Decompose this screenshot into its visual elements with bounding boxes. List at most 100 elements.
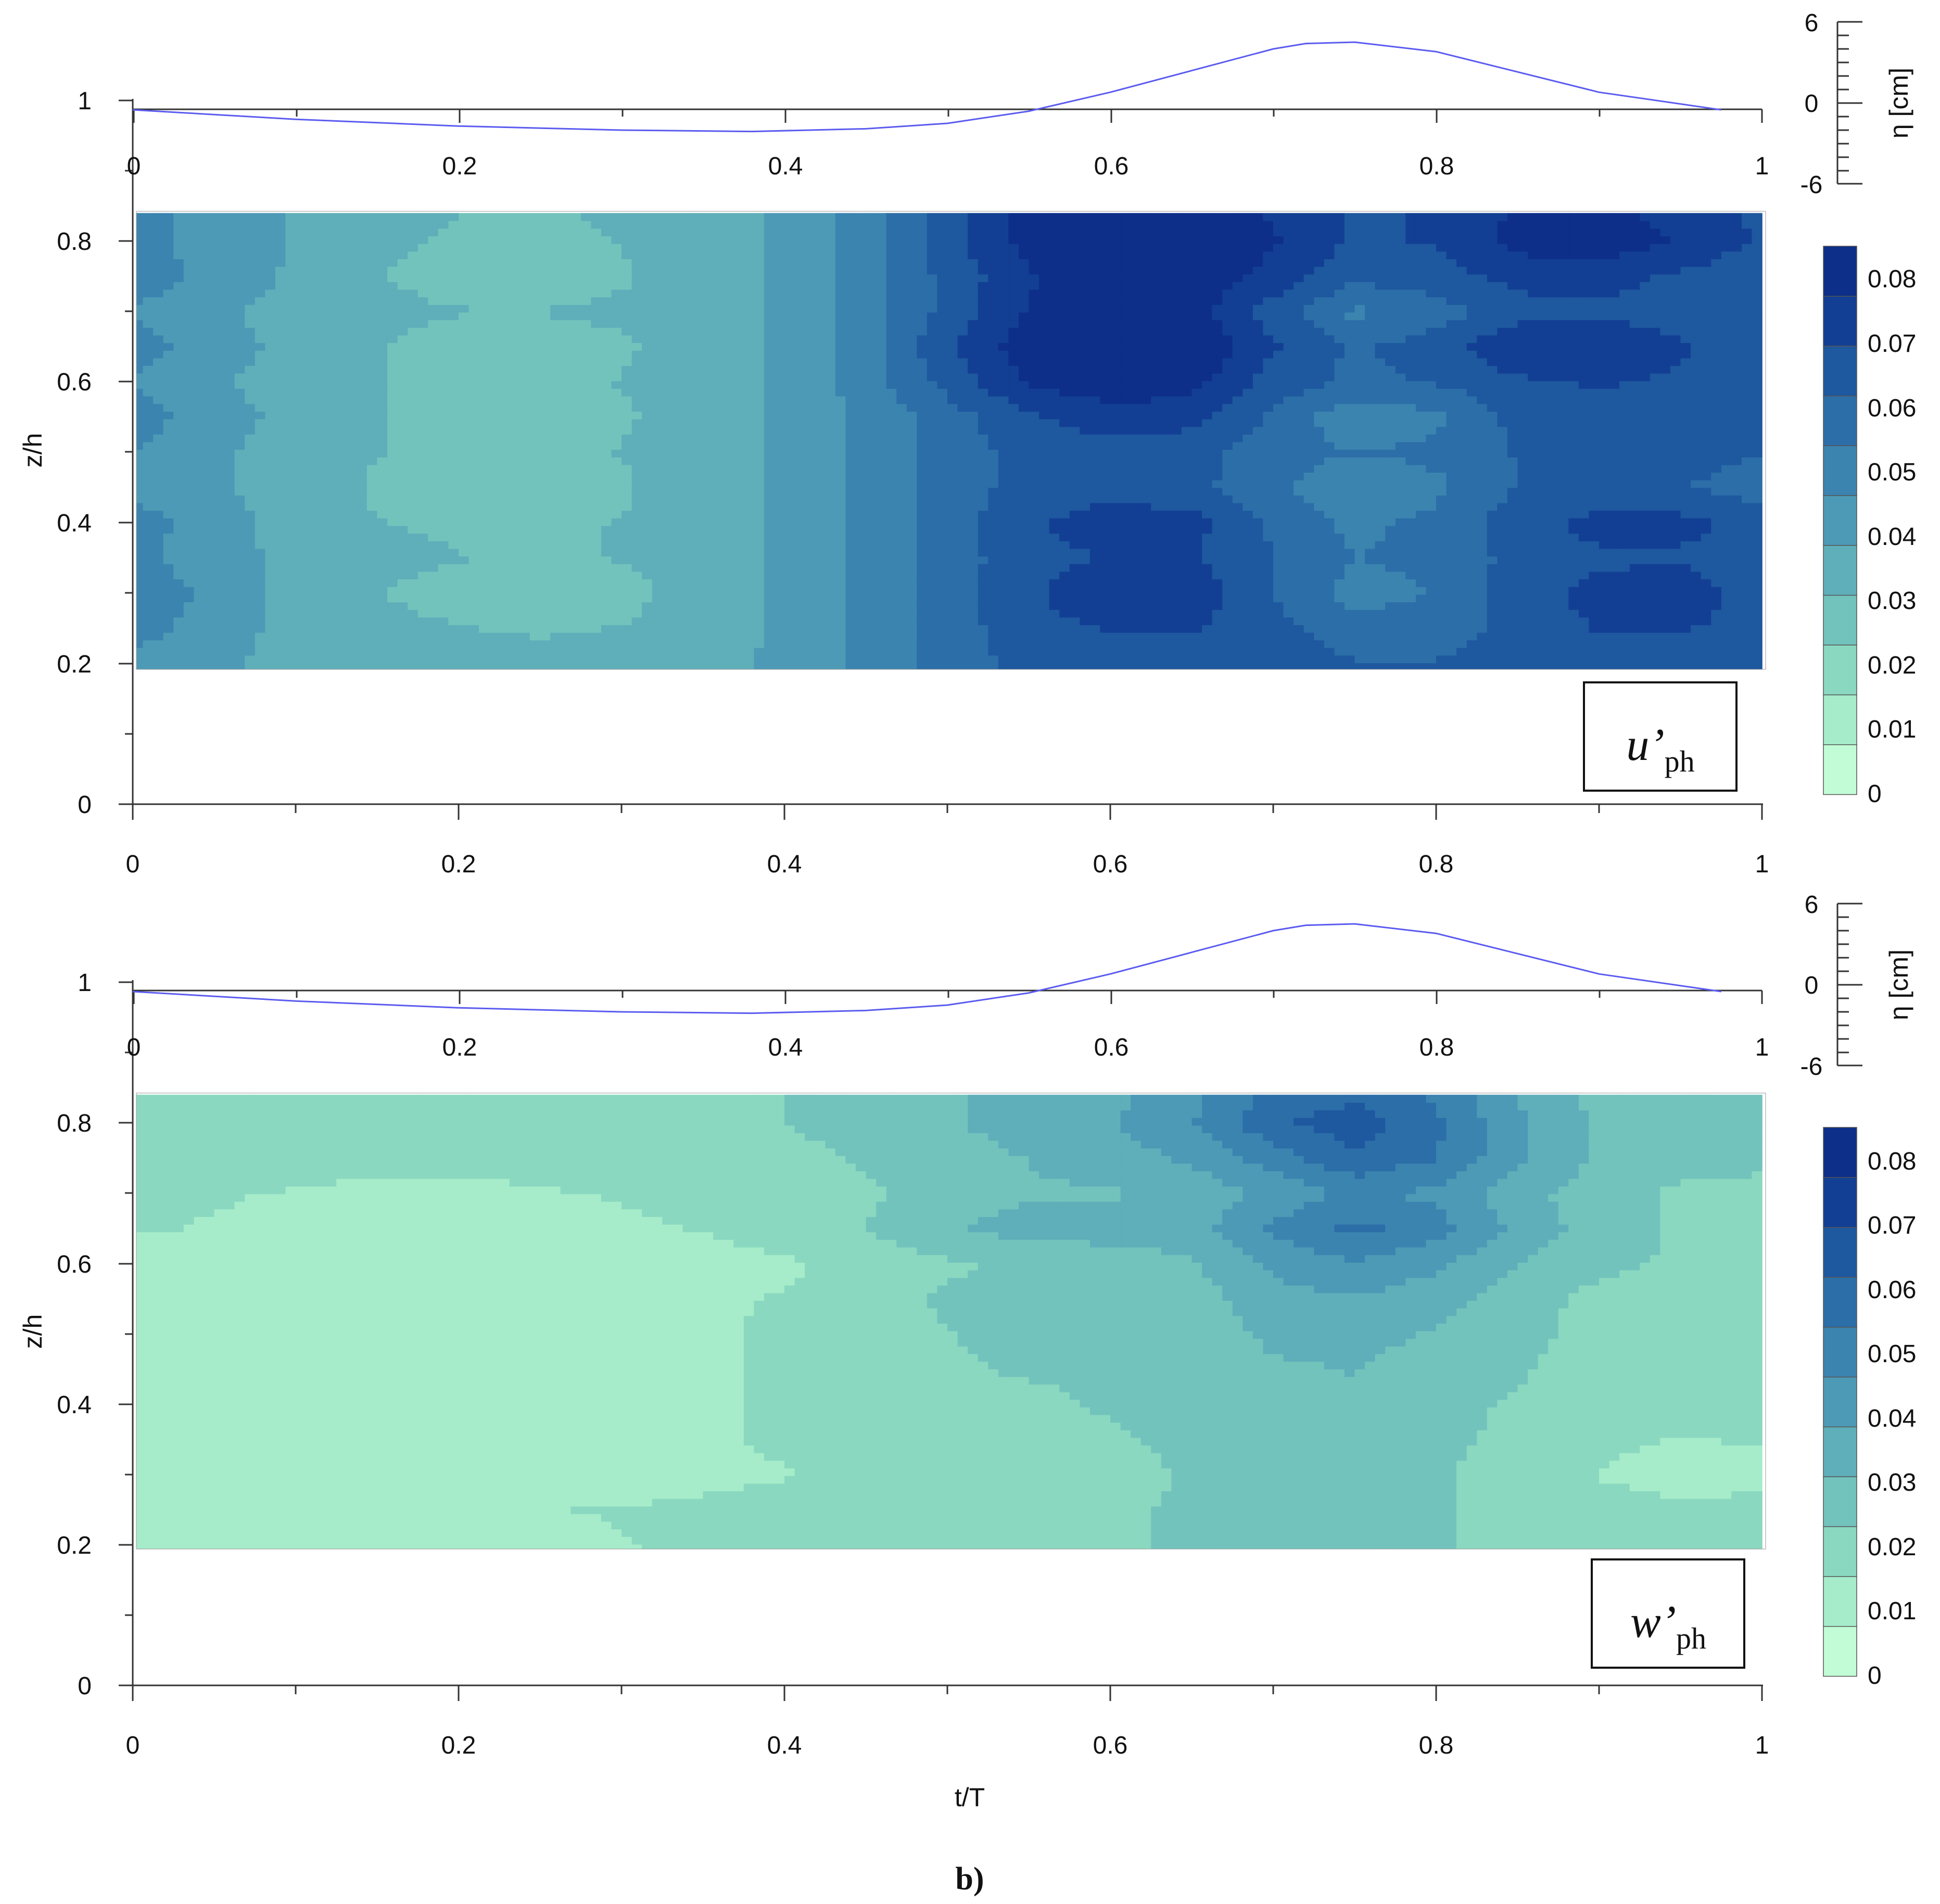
field-cell	[906, 541, 918, 549]
field-cell	[346, 632, 358, 641]
field-cell	[285, 602, 296, 610]
field-cell	[1324, 632, 1335, 641]
field-cell	[1191, 480, 1202, 488]
field-cell	[570, 655, 581, 664]
field-cell	[1528, 564, 1539, 572]
field-cell	[906, 525, 918, 534]
field-cell	[662, 518, 673, 526]
field-cell	[1375, 602, 1386, 610]
field-cell	[296, 480, 307, 488]
field-cell	[397, 564, 408, 572]
field-cell	[1670, 602, 1681, 610]
field-cell	[499, 571, 510, 580]
field-cell	[1477, 533, 1488, 541]
field-cell	[136, 663, 144, 669]
field-cell	[306, 525, 316, 534]
field-cell	[1029, 594, 1039, 603]
field-cell	[1721, 617, 1732, 625]
field-cell	[1711, 579, 1722, 587]
field-cell	[947, 632, 958, 641]
field-cell	[1752, 518, 1763, 526]
field-cell	[489, 457, 500, 465]
field-cell	[499, 487, 510, 496]
field-cell	[153, 648, 164, 656]
field-cell	[896, 525, 907, 534]
field-cell	[377, 510, 388, 518]
field-cell	[1100, 533, 1111, 541]
field-cell	[163, 579, 174, 587]
field-cell	[1232, 640, 1244, 648]
field-cell	[1507, 655, 1518, 664]
field-cell	[815, 533, 826, 541]
field-cell	[906, 594, 918, 603]
field-cell	[224, 617, 235, 625]
field-cell	[825, 464, 836, 473]
field-cell	[1538, 472, 1549, 480]
field-cell	[1741, 571, 1753, 580]
field-cell	[855, 556, 867, 564]
field-cell	[631, 487, 642, 496]
field-cell	[1629, 625, 1641, 633]
field-cell	[733, 648, 744, 656]
field-cell	[468, 541, 479, 549]
field-cell	[408, 594, 419, 603]
field-cell	[764, 648, 775, 656]
field-cell	[1650, 457, 1661, 465]
field-cell	[336, 495, 347, 503]
field-cell	[1029, 510, 1039, 518]
field-cell	[622, 495, 632, 503]
field-cell	[1731, 579, 1742, 587]
field-cell	[723, 472, 734, 480]
field-cell	[1212, 579, 1223, 587]
field-cell	[346, 609, 358, 618]
field-cell	[906, 609, 918, 618]
field-cell	[1691, 571, 1702, 580]
field-cell	[927, 594, 938, 603]
field-cell	[876, 564, 887, 572]
field-cell	[784, 587, 795, 595]
field-cell	[387, 426, 398, 435]
field-cell	[1263, 533, 1274, 541]
field-cell	[438, 495, 449, 503]
field-cell	[1018, 556, 1030, 564]
field-cell	[957, 533, 968, 541]
field-cell	[1741, 594, 1753, 603]
field-cell	[1477, 571, 1488, 580]
field-cell	[183, 571, 195, 580]
field-cell	[1069, 525, 1081, 534]
field-cell	[622, 472, 632, 480]
field-cell	[723, 602, 734, 610]
field-cell	[560, 617, 571, 625]
field-cell	[560, 609, 571, 618]
field-cell	[1365, 587, 1376, 595]
field-cell	[560, 655, 571, 664]
field-cell	[1365, 510, 1376, 518]
field-cell	[377, 632, 388, 641]
field-cell	[1100, 510, 1111, 518]
field-cell	[428, 632, 439, 641]
field-cell	[947, 579, 958, 587]
field-cell	[306, 625, 316, 633]
field-cell	[805, 495, 816, 503]
field-cell	[672, 663, 683, 669]
field-cell	[204, 617, 215, 625]
field-cell	[173, 449, 184, 458]
field-cell	[234, 663, 245, 669]
field-cell	[316, 548, 327, 557]
field-cell	[1497, 510, 1508, 518]
field-cell	[662, 548, 673, 557]
field-cell	[998, 541, 1009, 549]
field-cell	[1365, 541, 1376, 549]
field-cell	[611, 632, 622, 641]
field-cell	[509, 525, 521, 534]
field-cell	[601, 640, 612, 648]
field-cell	[479, 533, 490, 541]
field-cell	[136, 441, 144, 450]
field-cell	[1568, 518, 1579, 526]
field-cell	[957, 571, 968, 580]
field-cell	[1466, 594, 1478, 603]
field-cell	[570, 632, 581, 641]
field-cell	[1497, 548, 1508, 557]
field-cell	[143, 464, 154, 473]
field-cell	[1120, 495, 1131, 503]
